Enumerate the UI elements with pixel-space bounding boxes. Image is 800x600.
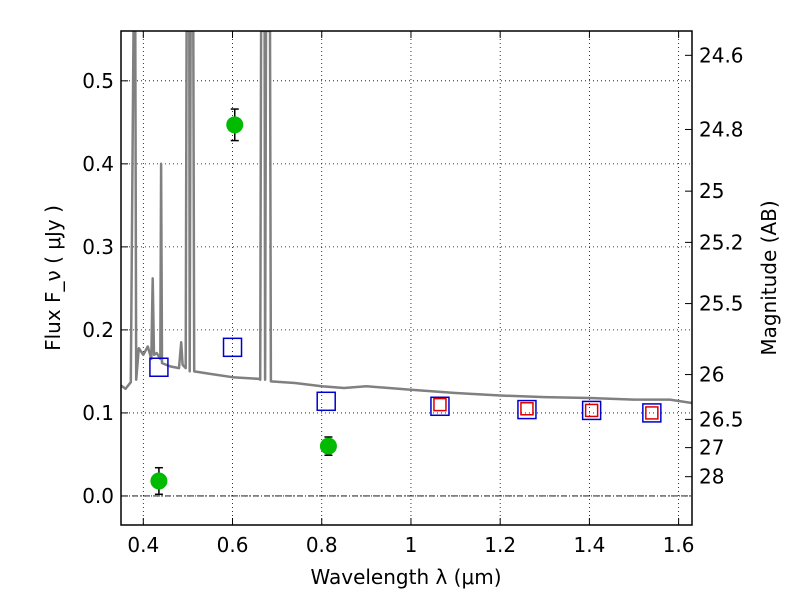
- right-tick-label: 27: [699, 436, 724, 460]
- right-tick-label: 25.2: [699, 230, 744, 254]
- blue-square-marker: [581, 400, 602, 421]
- blue-square-marker: [149, 357, 169, 378]
- x-tick-label: 0.6: [217, 533, 249, 557]
- right-tick-label: 24.8: [699, 117, 744, 141]
- x-tick-label: 0.8: [306, 533, 338, 557]
- axis-ticks: 0.4 0.6 0.8 1 1.2 1.4 1.6 0.0 0.1 0.2 0.3 0.4 0.5 24.…: [82, 31, 744, 557]
- x-tick-label: 0.4: [127, 533, 159, 557]
- right-tick-label: 25: [699, 179, 724, 203]
- red-square-marker: [520, 402, 534, 416]
- data-series: [121, 31, 692, 496]
- right-tick-label: 24.6: [699, 43, 744, 67]
- blue-square-marker: [642, 403, 662, 423]
- model-spectrum-line: [121, 31, 692, 405]
- blue-square-marker: [316, 391, 336, 412]
- blue-square-marker: [222, 337, 243, 358]
- x-tick-label: 1.6: [663, 533, 695, 557]
- blue-square-marker: [517, 399, 537, 420]
- y-tick-label: 0.3: [82, 235, 114, 259]
- right-tick-label: 26.5: [699, 407, 744, 431]
- clipped-series: [121, 31, 692, 496]
- red-square-marker: [433, 397, 447, 412]
- plot-frame: [120, 30, 693, 526]
- red-square-marker: [645, 406, 659, 420]
- y-tick-label: 0.1: [82, 401, 114, 425]
- green-data-point: [150, 472, 168, 490]
- red-square-marker: [584, 403, 599, 418]
- y-tick-label: 0.2: [82, 318, 114, 342]
- y-tick-label: 0.0: [82, 484, 114, 508]
- y-axis-label: Flux F_ν ( μJy ): [41, 205, 65, 351]
- x-tick-label: 1.2: [484, 533, 516, 557]
- x-tick-label: 1: [405, 533, 418, 557]
- green-data-point: [319, 437, 337, 455]
- y-tick-label: 0.5: [82, 69, 114, 93]
- right-axis-label: Magnitude (AB): [757, 200, 781, 355]
- right-tick-label: 25.5: [699, 292, 744, 316]
- y-tick-label: 0.4: [82, 152, 114, 176]
- right-axis-label-group: Magnitude (AB): [757, 200, 781, 355]
- right-tick-label: 28: [699, 465, 724, 489]
- blue-square-marker: [430, 396, 450, 417]
- right-tick-label: 26: [699, 363, 724, 387]
- y-axis-label-group: Flux F_ν ( μJy ): [41, 205, 65, 351]
- x-axis-label: Wavelength λ (μm): [310, 565, 501, 589]
- green-data-point: [226, 116, 244, 134]
- x-tick-label: 1.4: [573, 533, 605, 557]
